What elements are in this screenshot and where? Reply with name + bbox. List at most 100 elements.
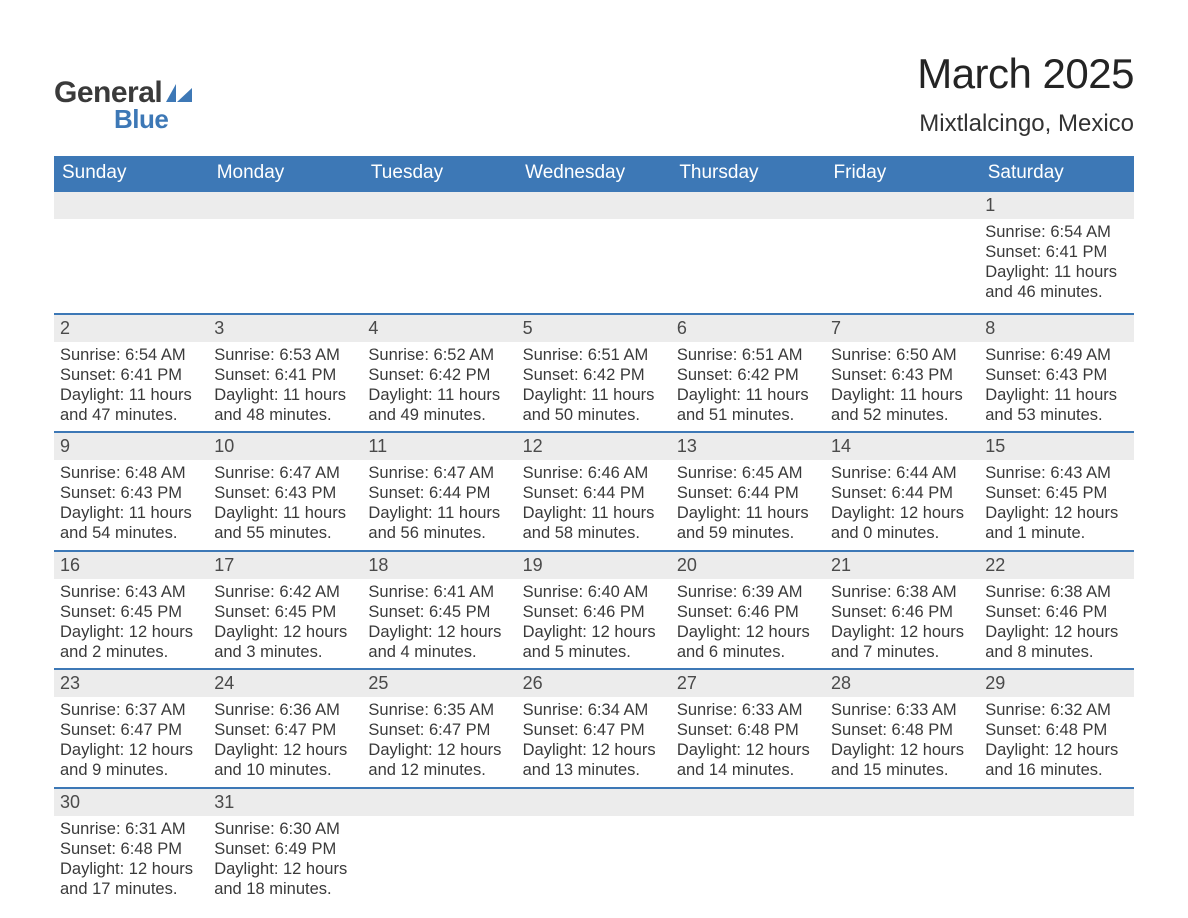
sunrise-text: Sunrise: 6:40 AM [523,582,665,602]
day-detail-cell: Sunrise: 6:38 AMSunset: 6:46 PMDaylight:… [825,579,979,670]
title-block: March 2025 Mixtlalcingo, Mexico [917,50,1134,138]
day-detail-cell: Sunrise: 6:48 AMSunset: 6:43 PMDaylight:… [54,460,208,551]
day-detail-cell: Sunrise: 6:45 AMSunset: 6:44 PMDaylight:… [671,460,825,551]
day-number-cell: 10 [208,432,362,460]
daylight-text: Daylight: 11 hours [985,385,1127,405]
day-number-cell [979,788,1133,816]
daynum-row: 2345678 [54,314,1134,342]
sunrise-text: Sunrise: 6:39 AM [677,582,819,602]
daylight-text: Daylight: 12 hours [677,740,819,760]
day-number-cell: 1 [979,191,1133,219]
daylight-text: Daylight: 11 hours [677,385,819,405]
daylight-text: Daylight: 12 hours [985,740,1127,760]
sunrise-text: Sunrise: 6:44 AM [831,463,973,483]
daylight-text: and 6 minutes. [677,642,819,662]
daynum-row: 9101112131415 [54,432,1134,460]
daylight-text: Daylight: 12 hours [368,740,510,760]
daylight-text: and 58 minutes. [523,523,665,543]
daylight-text: Daylight: 12 hours [523,740,665,760]
day-number-cell: 27 [671,669,825,697]
sunrise-text: Sunrise: 6:54 AM [60,345,202,365]
daylight-text: and 16 minutes. [985,760,1127,780]
day-number-cell [671,788,825,816]
sunset-text: Sunset: 6:43 PM [60,483,202,503]
daylight-text: Daylight: 12 hours [60,622,202,642]
daylight-text: Daylight: 12 hours [985,503,1127,523]
sunset-text: Sunset: 6:46 PM [985,602,1127,622]
day-number-cell: 4 [362,314,516,342]
daylight-text: Daylight: 12 hours [214,622,356,642]
sunrise-text: Sunrise: 6:48 AM [60,463,202,483]
day-detail-cell: Sunrise: 6:43 AMSunset: 6:45 PMDaylight:… [54,579,208,670]
sunset-text: Sunset: 6:46 PM [831,602,973,622]
day-detail-cell [362,816,516,906]
day-detail-cell: Sunrise: 6:52 AMSunset: 6:42 PMDaylight:… [362,342,516,433]
daylight-text: and 47 minutes. [60,405,202,425]
day-number-cell [671,191,825,219]
day-detail-cell: Sunrise: 6:35 AMSunset: 6:47 PMDaylight:… [362,697,516,788]
daynum-row: 3031 [54,788,1134,816]
day-detail-cell [671,816,825,906]
day-number-cell: 2 [54,314,208,342]
sunrise-text: Sunrise: 6:35 AM [368,700,510,720]
day-number-cell: 18 [362,551,516,579]
sunset-text: Sunset: 6:48 PM [60,839,202,859]
sunrise-text: Sunrise: 6:45 AM [677,463,819,483]
sunset-text: Sunset: 6:41 PM [60,365,202,385]
detail-row: Sunrise: 6:54 AMSunset: 6:41 PMDaylight:… [54,219,1134,314]
sunset-text: Sunset: 6:45 PM [368,602,510,622]
weekday-header: Tuesday [362,156,516,191]
day-detail-cell: Sunrise: 6:37 AMSunset: 6:47 PMDaylight:… [54,697,208,788]
daylight-text: and 15 minutes. [831,760,973,780]
detail-row: Sunrise: 6:43 AMSunset: 6:45 PMDaylight:… [54,579,1134,670]
daylight-text: and 50 minutes. [523,405,665,425]
sunset-text: Sunset: 6:43 PM [214,483,356,503]
daynum-row: 23242526272829 [54,669,1134,697]
sunrise-text: Sunrise: 6:38 AM [985,582,1127,602]
day-detail-cell: Sunrise: 6:39 AMSunset: 6:46 PMDaylight:… [671,579,825,670]
daylight-text: Daylight: 11 hours [368,503,510,523]
logo: General Blue [54,50,192,135]
day-detail-cell [671,219,825,314]
day-number-cell: 20 [671,551,825,579]
day-number-cell: 16 [54,551,208,579]
sunrise-text: Sunrise: 6:43 AM [985,463,1127,483]
sunset-text: Sunset: 6:41 PM [214,365,356,385]
day-number-cell: 15 [979,432,1133,460]
daylight-text: and 3 minutes. [214,642,356,662]
day-number-cell: 14 [825,432,979,460]
sunrise-text: Sunrise: 6:47 AM [214,463,356,483]
sunset-text: Sunset: 6:45 PM [60,602,202,622]
daylight-text: and 51 minutes. [677,405,819,425]
sunset-text: Sunset: 6:48 PM [831,720,973,740]
sunset-text: Sunset: 6:44 PM [831,483,973,503]
day-detail-cell: Sunrise: 6:47 AMSunset: 6:43 PMDaylight:… [208,460,362,551]
sunrise-text: Sunrise: 6:46 AM [523,463,665,483]
day-detail-cell: Sunrise: 6:40 AMSunset: 6:46 PMDaylight:… [517,579,671,670]
daylight-text: and 9 minutes. [60,760,202,780]
day-detail-cell: Sunrise: 6:30 AMSunset: 6:49 PMDaylight:… [208,816,362,906]
day-number-cell: 11 [362,432,516,460]
sunset-text: Sunset: 6:46 PM [677,602,819,622]
sunrise-text: Sunrise: 6:54 AM [985,222,1127,242]
daylight-text: Daylight: 11 hours [677,503,819,523]
sunrise-text: Sunrise: 6:33 AM [677,700,819,720]
sunset-text: Sunset: 6:45 PM [214,602,356,622]
daylight-text: Daylight: 12 hours [523,622,665,642]
sunset-text: Sunset: 6:48 PM [985,720,1127,740]
sunset-text: Sunset: 6:42 PM [523,365,665,385]
sunset-text: Sunset: 6:42 PM [368,365,510,385]
daylight-text: and 0 minutes. [831,523,973,543]
day-detail-cell: Sunrise: 6:54 AMSunset: 6:41 PMDaylight:… [979,219,1133,314]
month-title: March 2025 [917,50,1134,98]
day-number-cell: 9 [54,432,208,460]
daylight-text: Daylight: 11 hours [368,385,510,405]
daylight-text: Daylight: 12 hours [831,740,973,760]
sunrise-text: Sunrise: 6:51 AM [677,345,819,365]
logo-mark-icon [166,80,192,102]
sunrise-text: Sunrise: 6:52 AM [368,345,510,365]
sunset-text: Sunset: 6:47 PM [214,720,356,740]
day-detail-cell [208,219,362,314]
daylight-text: and 5 minutes. [523,642,665,662]
daylight-text: and 4 minutes. [368,642,510,662]
